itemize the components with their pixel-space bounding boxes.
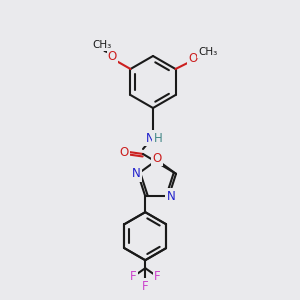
- Text: O: O: [119, 146, 129, 158]
- Text: CH₃: CH₃: [198, 47, 217, 57]
- Text: F: F: [130, 270, 136, 283]
- Text: N: N: [146, 131, 154, 145]
- Text: CH₃: CH₃: [93, 40, 112, 50]
- Text: F: F: [142, 280, 148, 293]
- Text: O: O: [108, 50, 117, 62]
- Text: F: F: [154, 270, 160, 283]
- Text: O: O: [188, 52, 197, 65]
- Text: O: O: [152, 152, 162, 164]
- Text: N: N: [132, 167, 140, 180]
- Text: H: H: [154, 133, 162, 146]
- Text: N: N: [167, 190, 175, 203]
